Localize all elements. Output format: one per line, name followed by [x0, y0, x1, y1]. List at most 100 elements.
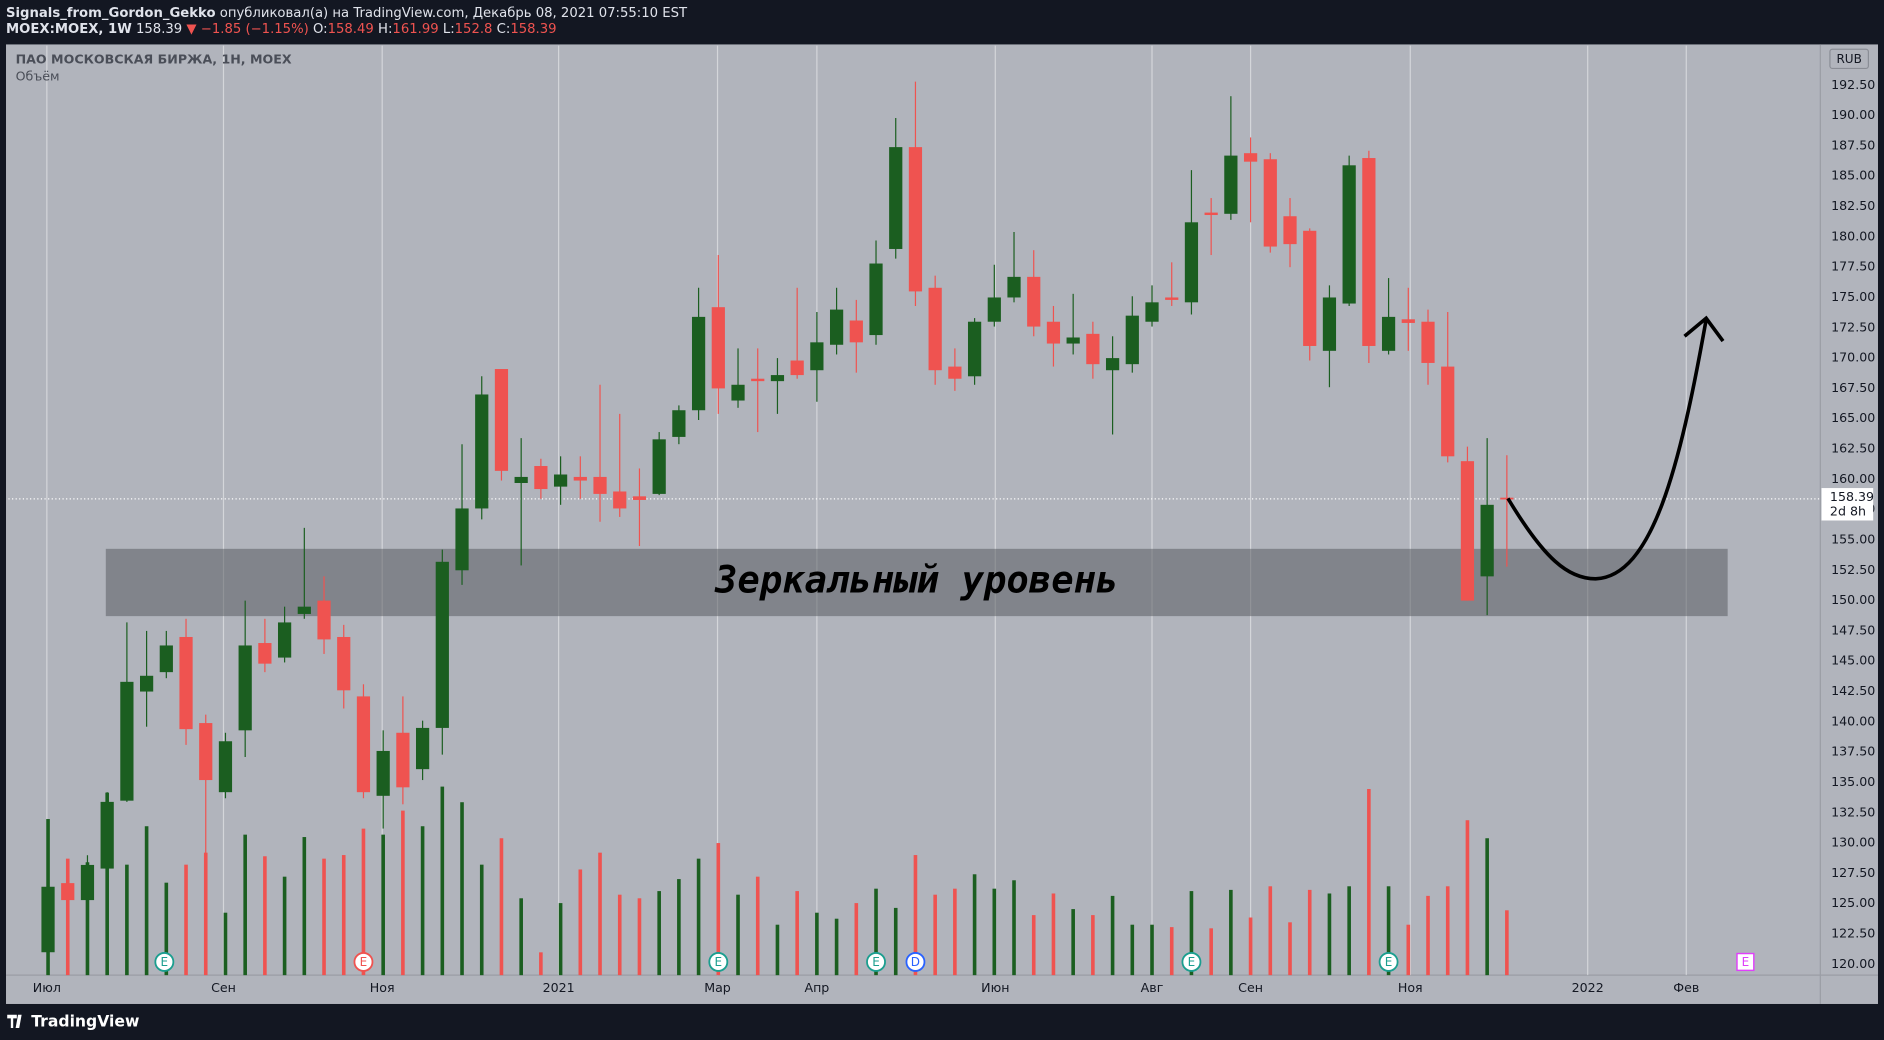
volume-bar — [657, 891, 661, 976]
author[interactable]: Signals_from_Gordon_Gekko — [6, 6, 216, 21]
volume-bar — [302, 837, 307, 976]
volume-bar — [223, 912, 228, 976]
x-tick-label: Июл — [33, 980, 61, 995]
volume-bar — [1445, 886, 1450, 976]
candle-body — [1046, 321, 1061, 344]
candle-body — [1007, 276, 1021, 298]
volume-bar — [1031, 915, 1036, 976]
volume-bar — [874, 888, 878, 976]
symbol: MOEX:MOEX, 1W — [6, 22, 132, 37]
event-label[interactable]: E — [161, 955, 169, 969]
volume-bar — [795, 891, 799, 976]
candle-body — [534, 466, 548, 490]
volume-bar — [736, 894, 740, 976]
y-tick-label: 152.50 — [1831, 562, 1875, 577]
volume-bar — [322, 858, 326, 976]
event-label[interactable]: E — [360, 955, 368, 969]
event-label[interactable]: E — [715, 955, 723, 969]
volume-bar — [460, 802, 464, 976]
event-label[interactable]: E — [872, 955, 880, 969]
event-marker — [1181, 952, 1202, 972]
event-label[interactable]: E — [1742, 955, 1750, 969]
x-tick-label: Ноя — [370, 980, 395, 995]
candle-body — [1421, 321, 1435, 363]
volume-bar — [499, 838, 504, 976]
c-label: C: — [497, 22, 511, 37]
candle-body — [317, 600, 331, 640]
volume-bar — [913, 855, 918, 976]
label-layer: 120.00 122.50 125.00 127.50 130.00 132.50 135.… — [33, 77, 1875, 995]
pane-title: ПАО МОСКОВСКАЯ БИРЖА, 1Н, MOEX — [16, 52, 292, 67]
y-tick-label: 177.50 — [1831, 259, 1875, 274]
header-line-2: MOEX:MOEX, 1W 158.39 ▼ −1.85 (−1.15%) O:… — [6, 22, 557, 37]
candle-body — [790, 360, 804, 376]
event-label[interactable]: E — [1188, 955, 1196, 969]
y-tick-label: 172.50 — [1831, 319, 1875, 334]
candle-body — [1204, 212, 1218, 216]
candle-body — [1480, 504, 1494, 577]
volume-bar — [716, 843, 721, 976]
change: ▼ −1.85 (−1.15%) — [186, 22, 308, 37]
y-tick-label: 192.50 — [1831, 77, 1875, 92]
volume-bar — [144, 826, 149, 976]
candle-body — [1322, 297, 1337, 351]
volume-bar — [1209, 928, 1213, 976]
candle-body — [1283, 216, 1297, 245]
candle-body — [1066, 337, 1080, 344]
currency-button[interactable] — [1829, 48, 1869, 70]
volume-bar — [834, 918, 839, 976]
candle-body — [553, 474, 568, 487]
volume-bar — [893, 907, 898, 976]
candle-body — [337, 636, 351, 691]
candle-body — [100, 801, 114, 869]
candle-body — [258, 643, 272, 664]
candle-body — [356, 696, 371, 793]
event-marker — [353, 952, 374, 972]
volume-bar — [401, 810, 405, 976]
candle-body — [80, 864, 95, 901]
volume-bar — [617, 894, 622, 976]
candle-body — [928, 287, 942, 371]
y-tick-label: 147.50 — [1831, 622, 1875, 637]
candle-body — [415, 727, 430, 770]
volume-bar — [479, 864, 484, 976]
candle-body — [751, 378, 765, 382]
event-label[interactable]: E — [1385, 955, 1393, 969]
volume-bar — [420, 826, 425, 976]
volume-bar — [85, 862, 90, 976]
volume-bar — [1367, 789, 1371, 976]
candle-body — [987, 297, 1001, 322]
x-tick-label: 2021 — [543, 980, 575, 995]
last-price: 158.39 — [136, 22, 182, 37]
brand: TradingView — [31, 1012, 139, 1030]
h-value: 161.99 — [392, 22, 438, 37]
zone-label: Зеркальный уровень — [714, 557, 1118, 601]
x-tick-label: Ноя — [1398, 980, 1423, 995]
zone-layer — [105, 548, 1728, 617]
volume-bar — [854, 903, 859, 976]
candle-body — [593, 476, 607, 494]
volume-bar — [1248, 917, 1253, 976]
volume-bar — [164, 882, 169, 976]
event-marker — [154, 952, 175, 972]
forecast-arrow — [1506, 319, 1708, 581]
candle-body — [1243, 153, 1258, 162]
candle-body — [1145, 302, 1159, 322]
candle-body — [613, 491, 627, 509]
volume-bar — [105, 792, 109, 976]
volume-bar — [992, 888, 997, 976]
event-label[interactable]: D — [911, 955, 920, 969]
y-tick-label: 125.00 — [1831, 895, 1875, 910]
y-tick-label: 137.50 — [1831, 744, 1875, 759]
chart-panel — [6, 44, 1878, 1004]
x-tick-label: Апр — [804, 980, 829, 995]
header-line-1: Signals_from_Gordon_Gekko опубликовал(а)… — [6, 5, 688, 21]
o-label: O: — [313, 22, 328, 37]
y-tick-label: 167.50 — [1831, 380, 1875, 395]
currency-label[interactable]: RUB — [1836, 52, 1861, 66]
volume-bar — [1169, 927, 1174, 976]
y-tick-label: 140.00 — [1831, 713, 1875, 728]
event-marker — [1736, 952, 1755, 972]
volume-bar — [1150, 924, 1154, 976]
